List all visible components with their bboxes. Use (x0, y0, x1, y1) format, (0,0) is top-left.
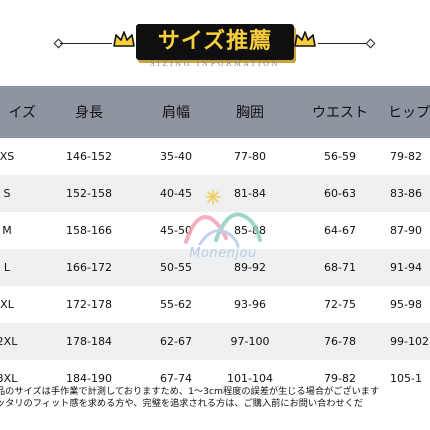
table-cell: 105-1 (390, 372, 422, 385)
table-cell: 172-178 (66, 298, 112, 311)
table-cell: 62-67 (160, 335, 192, 348)
table-cell: 158-166 (66, 224, 112, 237)
table-cell: 166-172 (66, 261, 112, 274)
table-cell: 83-86 (390, 187, 422, 200)
table-cell: 95-98 (390, 298, 422, 311)
note-line: 品のサイズは手作業で計測しておりますため、1～3cm程度の誤差が生じる場合がござ… (0, 386, 430, 398)
table-row: 3XL 184-190 67-74 101-104 79-82 105-1 (0, 360, 430, 397)
diamond-ornament-icon (365, 38, 376, 49)
divider-line (60, 43, 112, 44)
table-cell: 64-67 (324, 224, 356, 237)
table-cell: 99-102 (390, 335, 429, 348)
crown-icon (113, 31, 135, 47)
table-cell: 72-75 (324, 298, 356, 311)
table-cell: 87-90 (390, 224, 422, 237)
table-cell: 3XL (0, 372, 18, 385)
table-cell: 79-82 (390, 150, 422, 163)
table-cell: 91-94 (390, 261, 422, 274)
table-cell: 67-74 (160, 372, 192, 385)
table-cell: 60-63 (324, 187, 356, 200)
table-cell: 2XL (0, 335, 18, 348)
watermark-logo-icon (184, 189, 262, 248)
table-cell: 81-84 (234, 187, 266, 200)
header-cell: 胸囲 (236, 105, 264, 121)
table-row: 2XL 178-184 62-67 97-100 76-78 99-102 (0, 323, 430, 360)
table-cell: 77-80 (234, 150, 266, 163)
page-title: サイズ推薦 (157, 29, 273, 54)
table-cell: XS (0, 150, 15, 163)
note-text: ッタリのフィット感を求める方や、完璧を追求される方は、ご購入前にお問い合わせくだ (0, 398, 364, 409)
divider-line (318, 43, 370, 44)
header-cell: イズ (8, 105, 36, 121)
header-cell: ウエスト (312, 105, 368, 121)
table-cell: 56-59 (324, 150, 356, 163)
table-header-row: イズ 身長 肩幅 胸囲 ウエスト ヒップ (0, 86, 430, 138)
table-cell: 89-92 (234, 261, 266, 274)
table-row: M 158-166 45-50 85-88 64-67 87-90 (0, 212, 430, 249)
header-cell: 肩幅 (162, 105, 190, 121)
table-cell: M (2, 224, 12, 237)
table-cell: 146-152 (66, 150, 112, 163)
table-cell: 40-45 (160, 187, 192, 200)
table-cell: S (3, 187, 11, 200)
header-cell: 身長 (75, 105, 103, 121)
table-cell: L (3, 261, 11, 274)
table-row: XL 172-178 55-62 93-96 72-75 95-98 (0, 286, 430, 323)
title-box: サイズ推薦 (136, 24, 294, 60)
size-notes: 品のサイズは手作業で計測しておりますため、1～3cm程度の誤差が生じる場合がござ… (0, 386, 430, 410)
table-cell: 45-50 (160, 224, 192, 237)
table-cell: 178-184 (66, 335, 112, 348)
table-row: L 166-172 50-55 89-92 68-71 91-94 (0, 249, 430, 286)
note-line: ッタリのフィット感を求める方や、完璧を追求される方は、ご購入前にお問い合わせくだ (0, 398, 430, 410)
table-cell: 184-190 (66, 372, 112, 385)
title-banner: サイズ推薦 SIZING INFORMATION (0, 0, 430, 78)
table-cell: 101-104 (227, 372, 273, 385)
crown-icon (294, 31, 316, 47)
header-cell: ヒップ (388, 105, 430, 121)
subtitle: SIZING INFORMATION (149, 60, 281, 68)
table-cell: 35-40 (160, 150, 192, 163)
table-cell: 97-100 (230, 335, 270, 348)
watermark-text: Monenjou (189, 246, 257, 261)
size-table: イズ 身長 肩幅 胸囲 ウエスト ヒップ XS 146-152 35-40 77… (0, 86, 430, 397)
note-text: 品のサイズは手作業で計測しておりますため、1～3cm程度の誤差が生じる場合がござ… (0, 386, 380, 397)
table-cell: 55-62 (160, 298, 192, 311)
table-cell: 68-71 (324, 261, 356, 274)
table-row: S 152-158 40-45 81-84 60-63 83-86 (0, 175, 430, 212)
table-row: XS 146-152 35-40 77-80 56-59 79-82 (0, 138, 430, 175)
table-cell: 50-55 (160, 261, 192, 274)
table-cell: 79-82 (324, 372, 356, 385)
table-cell: 76-78 (324, 335, 356, 348)
table-cell: 93-96 (234, 298, 266, 311)
table-cell: XL (0, 298, 14, 311)
table-cell: 152-158 (66, 187, 112, 200)
